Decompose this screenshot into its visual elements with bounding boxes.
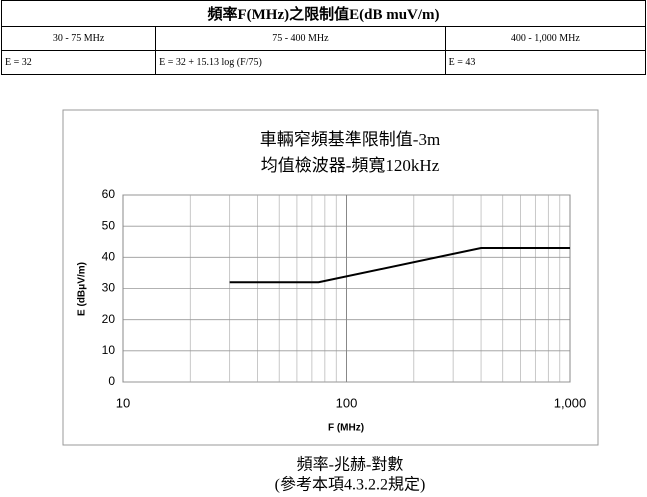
caption: 頻率-兆赫-對數 — [297, 456, 404, 474]
table-title: 頻率F(MHz)之限制值E(dB muV/m) — [1, 0, 646, 27]
y-axis-label: E (dBμV/m) — [77, 262, 88, 316]
x-tick-label: 100 — [336, 395, 358, 410]
limit-line — [229, 246, 570, 284]
cell: E = 32 + 15.13 log (F/75) — [155, 50, 446, 75]
caption: (參考本項4.3.2.2規定) — [275, 476, 426, 494]
plot-area — [122, 194, 571, 383]
y-tick-label: 50 — [102, 218, 116, 232]
cell: E = 43 — [444, 50, 647, 75]
cell: 75 - 400 MHz — [155, 26, 446, 51]
x-tick-label: 1,000 — [554, 395, 587, 410]
chart-title: 均值檢波器-頻寬120kHz — [261, 156, 440, 175]
y-tick-label: 40 — [102, 250, 116, 264]
cell: 400 - 1,000 MHz — [444, 26, 647, 51]
x-axis-label: F (MHz) — [328, 423, 364, 434]
x-tick-label: 10 — [116, 395, 130, 410]
chart-title: 車輛窄頻基準限制值-3m — [260, 130, 440, 149]
y-tick-label: 0 — [108, 374, 115, 388]
cell: E = 32 — [0, 50, 157, 75]
y-tick-label: 30 — [102, 281, 116, 295]
y-tick-label: 10 — [102, 343, 116, 357]
y-tick-label: 60 — [102, 187, 116, 201]
chart-frame — [62, 109, 599, 446]
cell: 30 - 75 MHz — [0, 26, 157, 51]
y-tick-label: 20 — [102, 312, 116, 326]
limit-table: 頻率F(MHz)之限制值E(dB muV/m) 30 - 75 MHz 75 -… — [0, 0, 647, 75]
